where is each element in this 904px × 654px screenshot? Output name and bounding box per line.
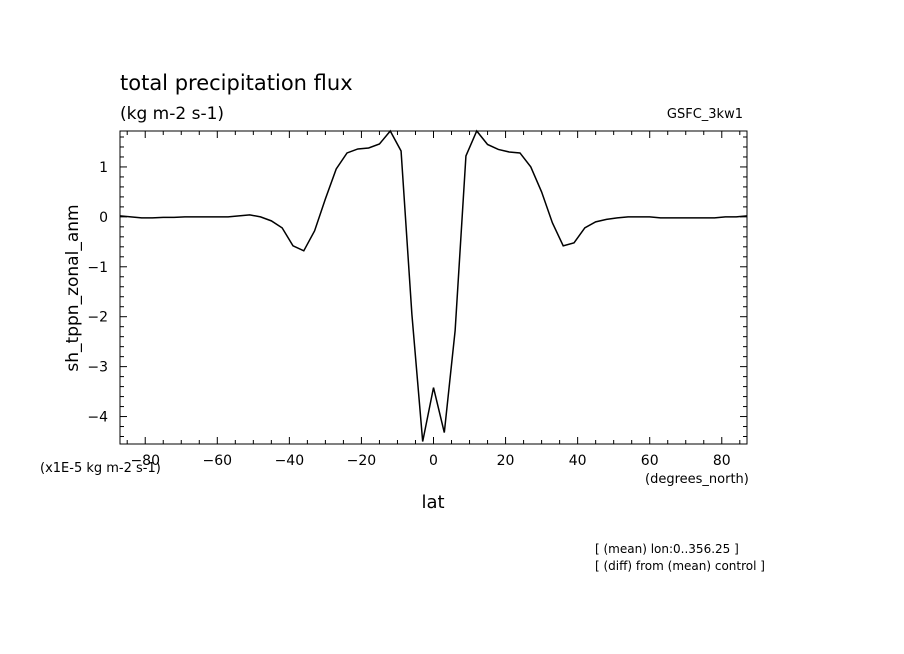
series-line-group [119,129,748,442]
series-line-0 [119,129,748,442]
note-diff-control: [ (diff) from (mean) control ] [595,559,765,573]
x-tick-labels: −80 −60 −40 −20 0 20 40 60 80 [130,453,730,469]
y-tick-label: −1 [87,260,108,276]
y-tick-label: 0 [99,210,108,226]
x-tick-label: −20 [347,453,377,469]
x-units-label: (degrees_north) [645,472,749,487]
x-tick-label: −80 [130,453,160,469]
y-tick-label: −4 [87,410,108,426]
y-axis-label: sh_tppn_zonal_anm [63,204,83,371]
x-axis-label: lat [421,492,444,513]
x-tick-label: 60 [641,453,659,469]
x-tick-label: 20 [497,453,515,469]
y-tick-label: −2 [87,310,108,326]
y-scale-note: (x1E-5 kg m-2 s-1) [40,461,161,476]
y-tick-label: −3 [87,360,108,376]
y-tick-labels: −4 −3 −2 −1 0 1 [87,160,108,426]
x-tick-label: −60 [203,453,233,469]
chart-title: total precipitation flux [120,71,353,95]
x-tick-label: −40 [275,453,305,469]
model-label: GSFC_3kw1 [667,107,743,122]
note-mean-lon: [ (mean) lon:0..356.25 ] [595,542,739,556]
x-tick-label: 40 [569,453,587,469]
axis-ticks [120,131,747,444]
y-tick-label: 1 [99,160,108,176]
plot-frame [119,130,748,445]
x-tick-label: 80 [713,453,731,469]
chart-subtitle: (kg m-2 s-1) [120,104,224,124]
x-tick-label: 0 [429,453,438,469]
